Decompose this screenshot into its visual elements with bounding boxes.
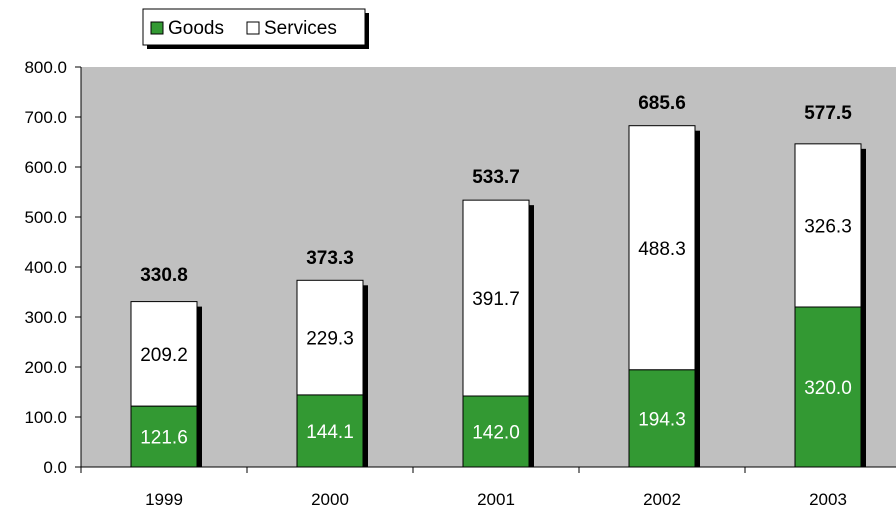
- data-label-goods: 144.1: [306, 422, 354, 443]
- bar-goods: [628, 369, 696, 468]
- y-tick-label: 400.0: [24, 258, 67, 277]
- y-tick-label: 100.0: [24, 408, 67, 427]
- y-tick-label: 800.0: [24, 58, 67, 77]
- data-label-services: 391.7: [472, 289, 520, 310]
- y-tick-label: 700.0: [24, 108, 67, 127]
- bar-services: [628, 125, 696, 371]
- legend-swatch-goods: [150, 21, 164, 35]
- legend-label-goods: Goods: [168, 18, 224, 39]
- total-label: 577.5: [804, 103, 852, 124]
- total-label: 533.7: [472, 167, 520, 188]
- legend-label-services: Services: [264, 18, 337, 39]
- x-tick-label: 2000: [311, 490, 349, 509]
- y-tick-label: 500.0: [24, 208, 67, 227]
- y-tick-label: 300.0: [24, 308, 67, 327]
- total-label: 373.3: [306, 248, 354, 269]
- data-label-services: 229.3: [306, 329, 354, 350]
- y-tick-label: 600.0: [24, 158, 67, 177]
- data-label-services: 209.2: [140, 345, 188, 366]
- x-tick-label: 1999: [145, 490, 183, 509]
- legend: Goods Services: [142, 8, 369, 49]
- bar-goods: [794, 306, 862, 468]
- data-label-goods: 194.3: [638, 409, 686, 430]
- x-tick-label: 2003: [809, 490, 847, 509]
- data-label-goods: 320.0: [804, 378, 852, 399]
- data-label-services: 326.3: [804, 216, 852, 237]
- total-label: 685.6: [638, 93, 686, 114]
- data-label-services: 488.3: [638, 239, 686, 260]
- x-tick-label: 2002: [643, 490, 681, 509]
- data-label-goods: 121.6: [140, 428, 188, 449]
- legend-swatch-services: [246, 21, 260, 35]
- bar-services: [794, 143, 862, 308]
- data-label-goods: 142.0: [472, 423, 520, 444]
- bar-goods: [130, 405, 198, 468]
- total-label: 330.8: [140, 265, 188, 286]
- y-tick-label: 0.0: [43, 458, 67, 477]
- x-tick-label: 2001: [477, 490, 515, 509]
- y-tick-label: 200.0: [24, 358, 67, 377]
